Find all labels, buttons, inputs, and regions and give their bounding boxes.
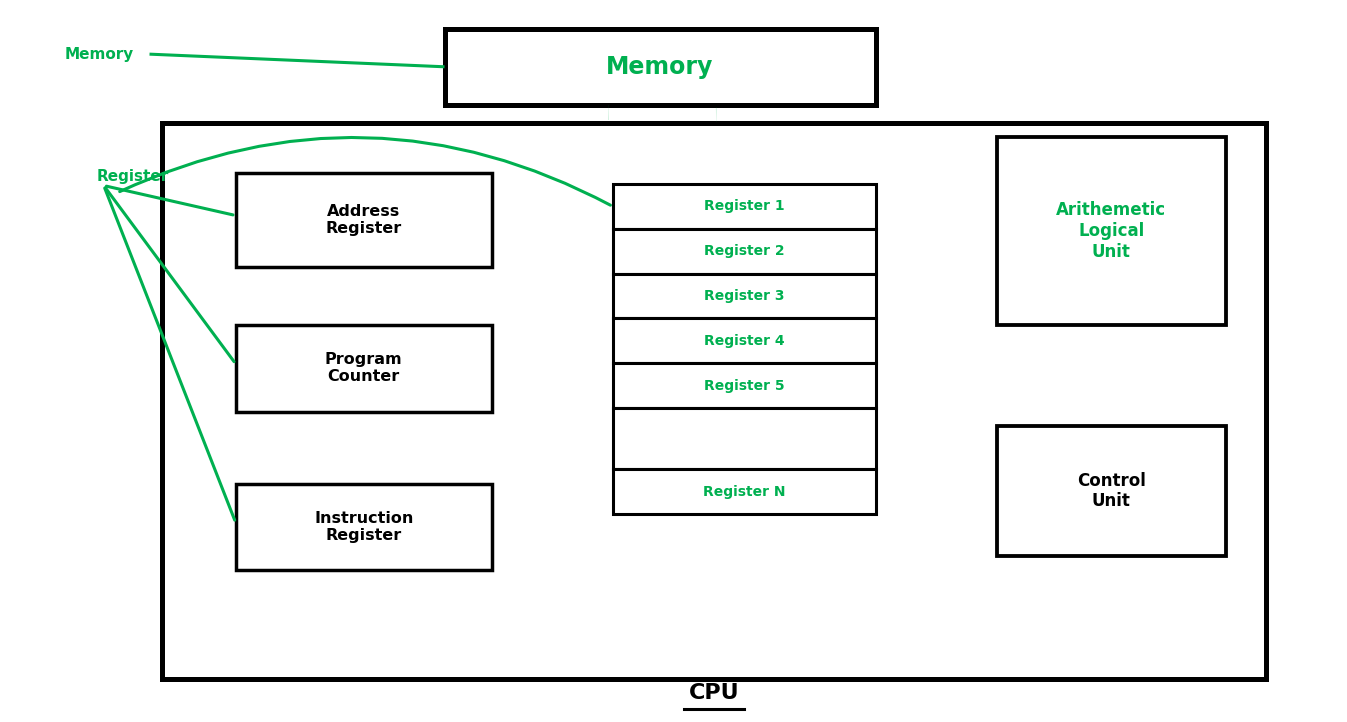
Text: Register: Register: [97, 170, 170, 184]
FancyBboxPatch shape: [997, 426, 1226, 556]
Text: Register 4: Register 4: [704, 334, 784, 348]
Text: Register 5: Register 5: [704, 378, 784, 393]
FancyBboxPatch shape: [236, 325, 492, 412]
FancyBboxPatch shape: [236, 173, 492, 267]
FancyBboxPatch shape: [613, 408, 876, 469]
Text: Register N: Register N: [703, 484, 785, 499]
FancyBboxPatch shape: [613, 184, 876, 229]
FancyBboxPatch shape: [997, 137, 1226, 325]
FancyBboxPatch shape: [613, 229, 876, 274]
FancyBboxPatch shape: [162, 123, 1266, 679]
FancyBboxPatch shape: [613, 469, 876, 514]
FancyBboxPatch shape: [613, 274, 876, 318]
Text: Arithemetic
Logical
Unit: Arithemetic Logical Unit: [1056, 201, 1167, 261]
FancyBboxPatch shape: [445, 29, 876, 105]
FancyBboxPatch shape: [236, 484, 492, 570]
FancyBboxPatch shape: [613, 318, 876, 363]
Text: Register 2: Register 2: [704, 244, 784, 258]
Text: CPU: CPU: [688, 683, 740, 703]
Text: Memory: Memory: [606, 55, 714, 79]
Text: Address
Register: Address Register: [326, 204, 401, 236]
Text: Program
Counter: Program Counter: [325, 352, 403, 384]
FancyBboxPatch shape: [613, 363, 876, 408]
Text: Control
Unit: Control Unit: [1076, 471, 1146, 510]
Text: Memory: Memory: [65, 47, 133, 61]
Text: Register 1: Register 1: [704, 199, 784, 214]
Text: Register 3: Register 3: [704, 289, 784, 303]
Text: Instruction
Register: Instruction Register: [314, 511, 414, 543]
